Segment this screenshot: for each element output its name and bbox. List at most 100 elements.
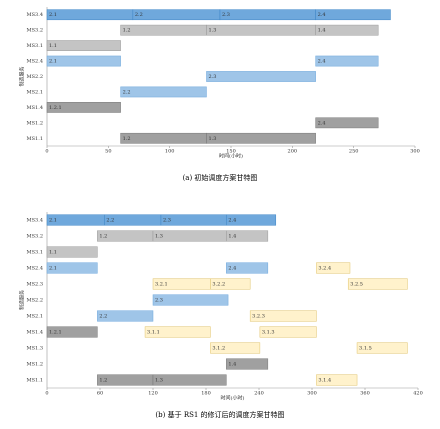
bar-label: 3.2.1 — [155, 282, 168, 288]
gantt-bar — [97, 310, 154, 322]
bar-label: 3.1.4 — [318, 378, 331, 384]
bar-label: 1.2.1 — [49, 330, 62, 336]
x-tick-label: 360 — [360, 391, 370, 397]
gantt-bar — [46, 55, 121, 67]
bar-label: 3.1.2 — [212, 346, 225, 352]
bar-label: 1.1 — [49, 250, 57, 256]
gantt-bar — [315, 9, 391, 21]
bar-label: 1.3 — [208, 28, 216, 34]
bar-label: 1.4 — [228, 362, 236, 368]
y-tick-label: MS1.1 — [27, 378, 44, 384]
x-tick-label: 180 — [201, 391, 211, 397]
gantt-bar — [132, 9, 221, 21]
bar-label: 1.3 — [208, 136, 216, 142]
gantt-bar — [316, 374, 358, 386]
bar-label: 1.4 — [318, 28, 326, 34]
bar-label: 2.2 — [99, 314, 107, 320]
bar-label: 2.4 — [228, 218, 236, 224]
gantt-bar — [259, 326, 317, 338]
y-tick-label: MS1.2 — [27, 362, 44, 368]
bar-label: 1.1 — [49, 43, 57, 49]
bar-label: 2.4 — [318, 120, 326, 126]
gantt-bar — [46, 9, 134, 21]
bar-label: 3.2.4 — [318, 266, 331, 272]
y-axis-title: 制造服务 — [19, 290, 26, 310]
y-tick-label: MS2.2 — [27, 74, 44, 80]
bar-label: 2.4 — [318, 59, 326, 65]
y-tick-label: MS2.4 — [27, 59, 44, 65]
gantt-bar — [249, 310, 317, 322]
bar-label: 2.1 — [49, 266, 57, 272]
bar-label: 1.2 — [99, 234, 107, 240]
x-tick-label: 240 — [254, 391, 264, 397]
gantt-bar — [152, 374, 227, 386]
x-tick-label: 0 — [45, 391, 48, 397]
gantt-bar — [206, 24, 316, 36]
bar-label: 2.2 — [135, 12, 143, 18]
y-tick-label: MS2.1 — [27, 314, 44, 320]
y-tick-label: MS2.1 — [27, 89, 44, 95]
y-axis-title: 制造服务 — [19, 66, 26, 86]
y-tick-label: MS3.2 — [27, 234, 44, 240]
gantt-bar — [219, 9, 316, 21]
gantt-bar — [347, 278, 408, 290]
gantt-bar — [144, 326, 211, 338]
x-tick-label: 300 — [307, 391, 317, 397]
gantt-bar — [206, 71, 316, 82]
gantt-bar — [226, 358, 269, 370]
bar-label: 2.3 — [155, 298, 163, 304]
bar-label: 1.2 — [123, 28, 131, 34]
bar-label: 2.4 — [228, 266, 236, 272]
bar-label: 2.2 — [106, 218, 114, 224]
gantt-bar — [152, 294, 229, 306]
bar-label: 3.2.2 — [212, 282, 225, 288]
y-tick-label: MS3.1 — [27, 250, 44, 256]
gantt-bar — [210, 278, 251, 290]
x-tick-label: 0 — [45, 149, 48, 155]
y-tick-label: MS1.1 — [27, 136, 44, 142]
gantt-bar — [226, 214, 277, 226]
bar-label: 1.2 — [123, 136, 131, 142]
y-tick-label: MS2.3 — [27, 282, 44, 288]
y-tick-label: MS1.4 — [27, 330, 44, 336]
bar-label: 1.2 — [99, 378, 107, 384]
gantt-bar — [206, 132, 316, 144]
y-tick-label: MS3.2 — [27, 28, 44, 34]
bar-label: 1.3 — [155, 378, 163, 384]
x-tick-label: 50 — [105, 149, 111, 155]
x-tick-label: 300 — [410, 149, 420, 155]
x-tick-label: 250 — [349, 149, 359, 155]
gantt-bar — [315, 55, 379, 67]
bar-label: 3.1.1 — [147, 330, 160, 336]
gantt-bar — [226, 262, 269, 274]
bar-label: 1.3 — [155, 234, 163, 240]
gantt-bar — [316, 262, 351, 274]
bar-label: 2.1 — [49, 218, 57, 224]
bar-label: 2.4 — [318, 12, 326, 18]
y-tick-label: MS1.3 — [27, 346, 44, 352]
y-tick-label: MS1.4 — [27, 105, 44, 111]
y-tick-label: MS1.2 — [27, 120, 44, 126]
caption: (a) 初始调度方案甘特图 — [183, 173, 258, 182]
gantt-bar — [120, 86, 207, 98]
x-tick-label: 420 — [413, 391, 423, 397]
gantt-bar — [120, 132, 207, 144]
gantt-bar — [120, 24, 207, 36]
bar-label: 2.1 — [49, 59, 57, 65]
bar-label: 2.3 — [208, 74, 216, 80]
gantt-bar — [356, 342, 408, 354]
y-tick-label: MS3.4 — [27, 12, 44, 18]
bar-label: 3.2.3 — [252, 314, 265, 320]
y-tick-label: MS2.2 — [27, 298, 44, 304]
x-tick-label: 120 — [148, 391, 158, 397]
y-tick-label: MS3.4 — [27, 218, 44, 224]
caption: (b) 基于 RS1 的修订后的调度方案甘特图 — [155, 410, 284, 419]
bar-label: 3.1.3 — [262, 330, 275, 336]
gantt-bar — [315, 117, 379, 129]
gantt-bar — [46, 246, 98, 258]
bar-label: 1.2.1 — [49, 105, 62, 111]
x-axis-title: 时间(小时) — [219, 153, 243, 160]
bar-label: 2.3 — [222, 12, 230, 18]
gantt-bar — [46, 262, 98, 274]
